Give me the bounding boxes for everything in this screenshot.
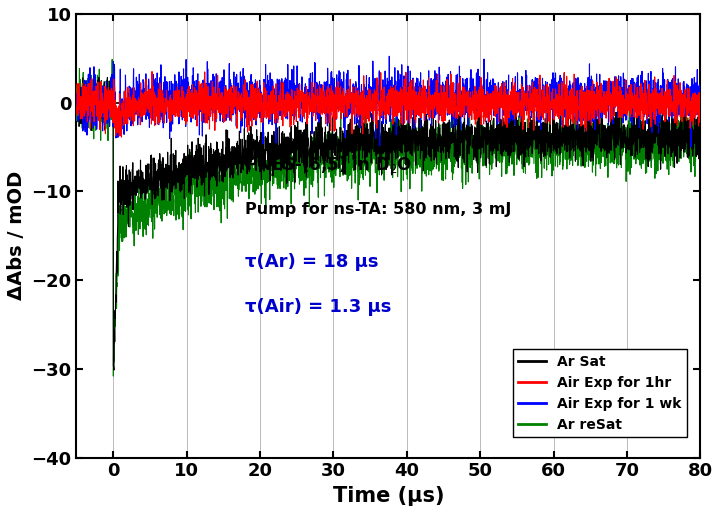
Legend: Ar Sat, Air Exp for 1hr, Air Exp for 1 wk, Ar reSat: Ar Sat, Air Exp for 1hr, Air Exp for 1 w… xyxy=(513,349,688,438)
Text: τ(Ar) = 18 μs: τ(Ar) = 18 μs xyxy=(245,253,379,271)
Y-axis label: ΔAbs / mOD: ΔAbs / mOD xyxy=(7,171,26,301)
Text: τ(Air) = 1.3 μs: τ(Air) = 1.3 μs xyxy=(245,298,392,316)
X-axis label: Time (μs): Time (μs) xyxy=(333,486,444,506)
Text: PNES-(6,5) in D$_2$O: PNES-(6,5) in D$_2$O xyxy=(245,154,413,175)
Text: Pump for ns-TA: 580 nm, 3 mJ: Pump for ns-TA: 580 nm, 3 mJ xyxy=(245,202,511,216)
